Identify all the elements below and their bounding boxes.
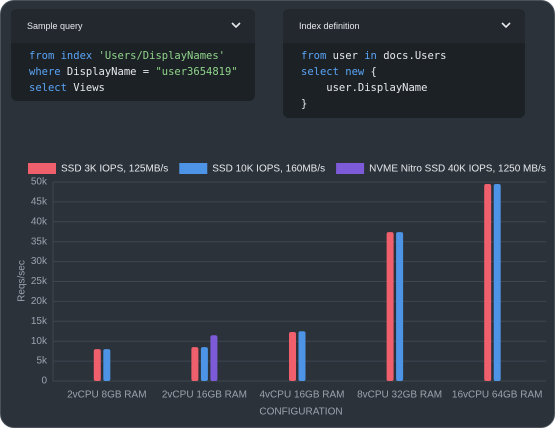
code-token: 'Users/DisplayNames' [98, 50, 225, 62]
code-token: from index [29, 50, 99, 62]
code-line: select new { [301, 64, 525, 80]
y-axis-label: Reqs/sec [17, 260, 28, 302]
code: from user in docs.Users select new { user… [283, 43, 525, 112]
x-tick-label: 2vCPU 8GB RAM [67, 390, 146, 401]
code-panel: Sample query from index 'Users/DisplayNa… [11, 9, 255, 101]
code-token: select new [301, 66, 365, 78]
code-line: } [301, 96, 525, 112]
y-tick-label: 5k [36, 356, 48, 367]
legend-swatch [179, 163, 208, 174]
y-tick-label: 10k [31, 336, 48, 347]
legend-swatch [28, 163, 56, 174]
bar [103, 349, 111, 381]
code-line: from index 'Users/DisplayNames' [29, 48, 255, 64]
code-token: from [301, 50, 327, 62]
x-tick-label: 8vCPU 32GB RAM [357, 390, 442, 401]
code-token: docs.Users [376, 50, 447, 62]
bar [386, 232, 394, 381]
y-tick-label: 20k [31, 296, 48, 307]
legend-swatch [336, 163, 365, 174]
code-panel: Index definition from user in docs.Users… [283, 9, 525, 118]
code-token: user [326, 50, 365, 62]
x-tick-label: 4vCPU 16GB RAM [259, 390, 344, 401]
bar [93, 349, 101, 381]
panel-title: Sample query [27, 21, 83, 31]
panel-header: Sample query [11, 9, 255, 43]
code-token: user.DisplayName [301, 82, 428, 94]
x-tick-label: 16vCPU 64GB RAM [452, 390, 543, 401]
code-token: Views [66, 82, 105, 94]
bar [289, 332, 296, 381]
code-token: select [29, 82, 67, 94]
bar [396, 232, 404, 381]
code-token: } [301, 98, 308, 110]
bar [200, 347, 208, 381]
code-line: from user in docs.Users [301, 48, 525, 64]
x-tick-label: 2vCPU 16GB RAM [162, 390, 247, 401]
bar [191, 347, 199, 381]
y-tick-label: 50k [31, 177, 48, 188]
y-tick-label: 25k [31, 276, 48, 287]
panel-header: Index definition [283, 9, 525, 43]
y-tick-label: 15k [31, 316, 48, 327]
chevron[interactable] [501, 22, 511, 30]
code-token: DisplayName = [60, 66, 156, 78]
code-line: select Views [29, 80, 255, 96]
y-tick-label: 45k [31, 197, 48, 208]
y-tick-label: 35k [31, 236, 48, 247]
code-token: "user3654819" [155, 66, 238, 78]
code-token: where [29, 66, 61, 78]
code-line: where DisplayName = "user3654819" [29, 64, 255, 80]
panel-title: Index definition [299, 21, 360, 31]
code: from index 'Users/DisplayNames' where Dis… [11, 43, 255, 96]
code-token: in [364, 50, 377, 62]
bar [484, 183, 492, 381]
y-tick-label: 30k [31, 256, 48, 267]
chevron[interactable] [231, 22, 241, 30]
bar [298, 331, 306, 381]
bar [493, 183, 501, 381]
legend-label: SSD 3K IOPS, 125MB/s [61, 164, 168, 175]
legend-label: NVME Nitro SSD 40K IOPS, 1250 MB/s [369, 164, 546, 175]
y-tick-label: 0 [41, 376, 47, 387]
legend-label: SSD 10K IOPS, 160MB/s [212, 164, 325, 175]
code-line: user.DisplayName [301, 80, 525, 96]
code-token: { [364, 66, 377, 78]
bar [210, 335, 218, 381]
y-tick-label: 40k [31, 216, 48, 227]
x-axis-label: CONFIGURATION [259, 407, 342, 418]
